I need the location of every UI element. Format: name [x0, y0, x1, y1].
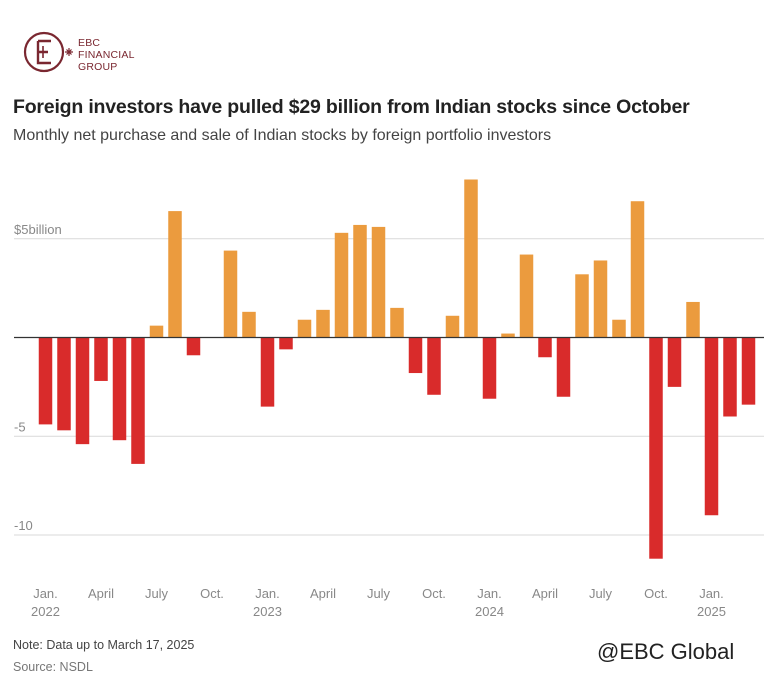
bar: [260, 337, 275, 407]
bar: [38, 337, 53, 425]
bar: [94, 337, 108, 381]
y-tick-label: $5billion: [14, 222, 62, 237]
x-tick-year: 2025: [697, 604, 726, 619]
chart-subtitle: Monthly net purchase and sale of Indian …: [13, 127, 552, 144]
bar-chart: $5billion -5 -10 Jan. 2022 April July Oct. Jan. 2…: [14, 179, 764, 619]
bar: [501, 333, 515, 338]
bar: [316, 309, 330, 338]
x-tick-label: April: [532, 586, 558, 601]
bar: [75, 337, 90, 445]
watermark: @EBC Global: [597, 639, 735, 664]
bar: [408, 337, 423, 374]
bar: [57, 337, 71, 431]
bar: [649, 337, 663, 559]
bar: [334, 232, 349, 338]
bar: [723, 337, 737, 417]
brand-name: EBC FINANCIAL GROUP: [78, 37, 135, 73]
y-tick-label: -10: [14, 518, 33, 533]
bar: [686, 301, 700, 338]
x-tick-label: Jan.: [477, 586, 502, 601]
x-tick-label: Jan.: [33, 586, 58, 601]
source-note: Source: NSDL: [13, 660, 93, 674]
brand-line-1: EBC: [78, 37, 101, 49]
bar: [741, 337, 756, 405]
x-tick-label: July: [589, 586, 613, 601]
brand-line-3: GROUP: [78, 61, 118, 73]
bar: [704, 337, 719, 516]
x-tick-label: Oct.: [200, 586, 224, 601]
bar: [297, 319, 312, 338]
bar: [593, 260, 608, 338]
x-tick-label: Oct.: [644, 586, 668, 601]
bar: [445, 315, 460, 338]
bar: [112, 337, 127, 441]
x-tick-label: April: [88, 586, 114, 601]
bar: [223, 250, 238, 338]
footnote: Note: Data up to March 17, 2025: [13, 638, 195, 652]
x-tick-label: July: [145, 586, 169, 601]
x-tick-label: Oct.: [422, 586, 446, 601]
bar: [556, 337, 571, 397]
bar: [242, 311, 256, 338]
x-tick-year: 2022: [31, 604, 60, 619]
bar: [371, 226, 386, 338]
bar: [519, 254, 534, 338]
brand-logo: EBC FINANCIAL GROUP: [22, 28, 142, 76]
bar: [186, 337, 201, 356]
y-tick-label: -5: [14, 419, 26, 434]
x-tick-year: 2024: [475, 604, 504, 619]
bar: [482, 337, 497, 399]
chart-title: Foreign investors have pulled $29 billio…: [13, 96, 690, 118]
ebc-logo-icon: [23, 31, 73, 73]
bar: [667, 337, 682, 387]
bar: [630, 201, 645, 338]
bar: [538, 337, 552, 358]
bar: [427, 337, 441, 395]
brand-line-2: FINANCIAL: [78, 49, 135, 61]
bar: [390, 307, 404, 338]
x-tick-year: 2023: [253, 604, 282, 619]
bar: [612, 319, 626, 338]
bar: [353, 224, 367, 338]
bar: [464, 179, 478, 338]
x-tick-label: Jan.: [699, 586, 724, 601]
bar: [575, 274, 589, 338]
x-tick-label: April: [310, 586, 336, 601]
x-tick-label: Jan.: [255, 586, 280, 601]
bar: [149, 325, 164, 338]
bar: [168, 211, 182, 338]
bar: [279, 337, 293, 350]
x-tick-label: July: [367, 586, 391, 601]
bar: [131, 337, 145, 464]
